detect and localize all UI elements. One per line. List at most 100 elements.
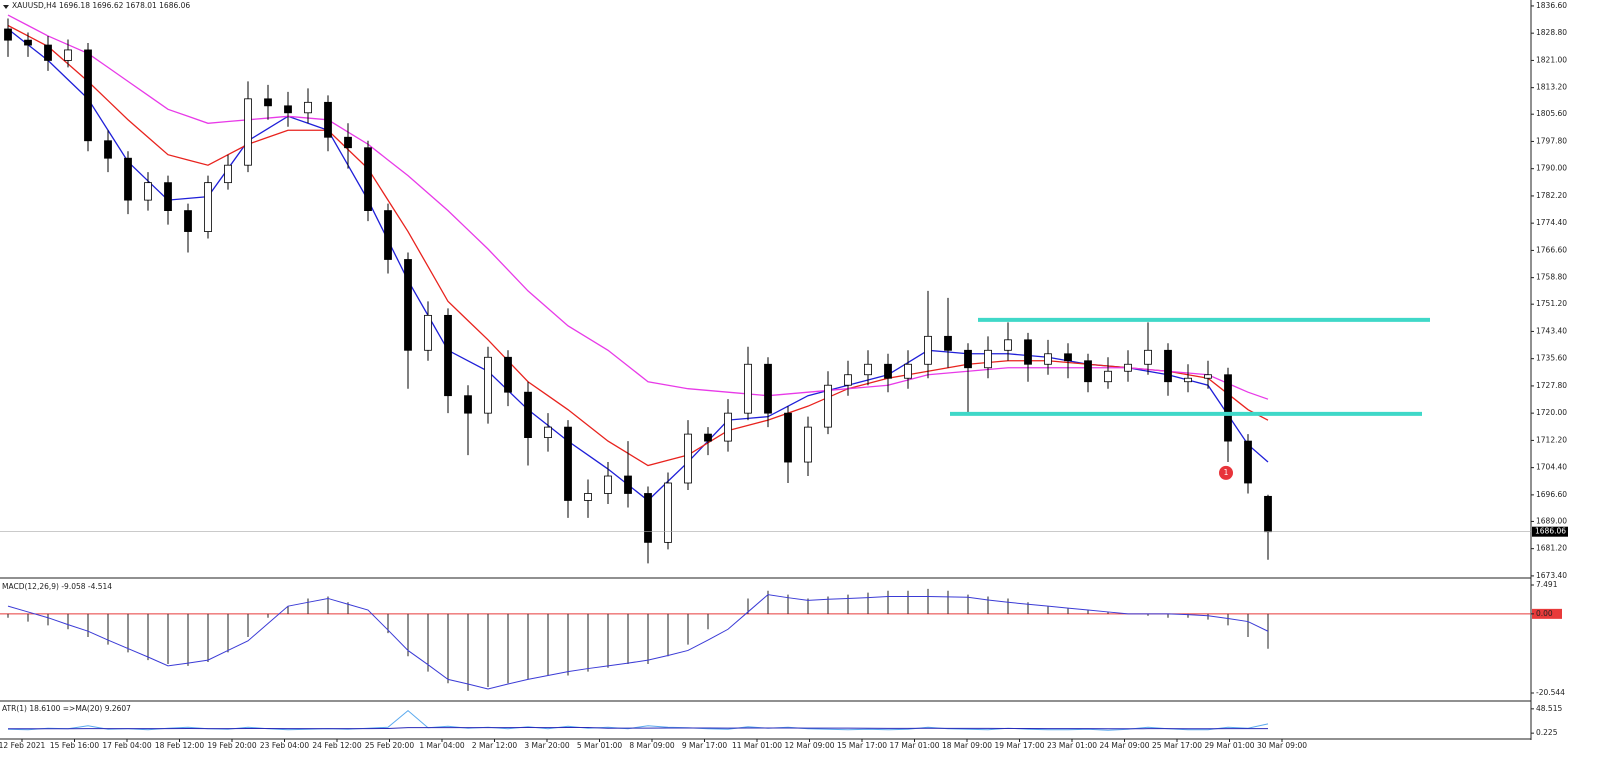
- candle-body: [644, 493, 652, 543]
- candle-body: [1124, 363, 1132, 372]
- moving-average: [7, 24, 1269, 467]
- candle-body: [584, 493, 592, 501]
- candle-body: [1044, 353, 1052, 365]
- candle-body: [604, 475, 612, 494]
- y-tick-label: 1766.60: [1536, 245, 1567, 254]
- y-tick-label: 1774.40: [1536, 218, 1567, 227]
- candle-body: [844, 374, 852, 386]
- y-tick-label: 1689.00: [1536, 516, 1567, 525]
- candle-body: [1264, 495, 1272, 533]
- candle-body: [944, 335, 952, 351]
- candle-body: [624, 475, 632, 494]
- candle-body: [804, 426, 812, 463]
- candle-body: [1204, 374, 1212, 379]
- y-tick-label: 7.491: [1536, 580, 1558, 589]
- y-tick-label: 1836.60: [1536, 1, 1567, 10]
- y-tick-label: 1681.20: [1536, 544, 1567, 553]
- candle-body: [704, 433, 712, 442]
- x-tick-label: 18 Mar 09:00: [942, 741, 992, 750]
- candle-body: [904, 363, 912, 379]
- x-tick-label: 19 Mar 17:00: [994, 741, 1044, 750]
- candle-body: [724, 412, 732, 442]
- y-tick-label: 1821.00: [1536, 55, 1567, 64]
- candle-body: [864, 363, 872, 376]
- candle-body: [1064, 353, 1072, 362]
- x-tick-label: 25 Mar 17:00: [1152, 741, 1202, 750]
- x-tick-label: 23 Mar 01:00: [1047, 741, 1097, 750]
- x-tick-label: 30 Mar 09:00: [1257, 741, 1307, 750]
- menu-arrow[interactable]: [3, 5, 9, 9]
- chart-title: XAUUSD,H4 1696.18 1696.62 1678.01 1686.0…: [12, 1, 190, 10]
- x-tick-label: 1 Mar 04:00: [419, 741, 465, 750]
- y-tick-label: 1790.00: [1536, 164, 1567, 173]
- candle-body: [884, 363, 892, 379]
- x-tick-label: 2 Mar 12:00: [472, 741, 518, 750]
- x-tick-label: 3 Mar 20:00: [524, 741, 570, 750]
- candle-body: [1244, 440, 1252, 484]
- candle-body: [504, 356, 512, 393]
- y-tick-label: 1751.20: [1536, 299, 1567, 308]
- candle-body: [324, 101, 332, 138]
- candle-body: [204, 182, 212, 232]
- candle-body: [744, 363, 752, 414]
- candle-body: [304, 101, 312, 114]
- candle-body: [344, 136, 352, 149]
- candle-body: [664, 482, 672, 543]
- candle-body: [1164, 349, 1172, 383]
- x-tick-label: 19 Feb 20:00: [207, 741, 256, 750]
- annotation-label: 1: [1224, 468, 1229, 477]
- candle-body: [24, 39, 32, 46]
- candle-body: [1024, 339, 1032, 365]
- y-tick-label: 1758.80: [1536, 273, 1567, 282]
- candle-body: [164, 182, 172, 211]
- candle-body: [444, 314, 452, 397]
- candle-body: [564, 426, 572, 501]
- candle-body: [784, 412, 792, 463]
- x-tick-label: 12 Mar 09:00: [784, 741, 834, 750]
- candle-body: [1104, 370, 1112, 383]
- candle-body: [384, 210, 392, 260]
- candle-body: [1084, 360, 1092, 383]
- x-tick-label: 5 Mar 01:00: [577, 741, 623, 750]
- y-tick-label: 48.515: [1536, 704, 1562, 713]
- y-tick-label: -20.544: [1536, 688, 1565, 697]
- candle-body: [284, 105, 292, 114]
- candle-body: [424, 314, 432, 351]
- candle-body: [184, 210, 192, 232]
- x-tick-label: 25 Feb 20:00: [365, 741, 414, 750]
- atr-ma-line: [8, 726, 1269, 730]
- candle-body: [964, 349, 972, 369]
- signal-line: [7, 594, 1269, 690]
- candle-body: [984, 349, 992, 369]
- candle-body: [64, 49, 72, 61]
- candle-body: [44, 44, 52, 61]
- x-tick-label: 15 Mar 17:00: [837, 741, 887, 750]
- x-tick-label: 8 Mar 09:00: [629, 741, 675, 750]
- x-tick-label: 17 Mar 01:00: [889, 741, 939, 750]
- y-tick-label: 1704.40: [1536, 463, 1567, 472]
- y-tick-label: 1735.60: [1536, 354, 1567, 363]
- candle-body: [544, 426, 552, 439]
- y-tick-label: 1712.20: [1536, 435, 1567, 444]
- x-tick-label: 12 Feb 2021: [0, 741, 46, 750]
- candle-body: [464, 395, 472, 414]
- macd-title: MACD(12,26,9) -9.058 -4.514: [2, 582, 112, 591]
- candle-body: [1004, 339, 1012, 351]
- x-tick-label: 24 Feb 12:00: [312, 741, 361, 750]
- y-tick-label: 1673.40: [1536, 571, 1567, 580]
- candle-body: [684, 433, 692, 484]
- candle-body: [404, 259, 412, 351]
- moving-average: [7, 14, 1269, 400]
- y-tick-label: 1805.60: [1536, 109, 1567, 118]
- y-tick-label: 0.225: [1536, 728, 1558, 737]
- candle-body: [1224, 374, 1232, 442]
- y-tick-label: 1727.80: [1536, 381, 1567, 390]
- x-tick-label: 11 Mar 01:00: [732, 741, 782, 750]
- candle-body: [124, 157, 132, 201]
- moving-average: [7, 28, 1269, 502]
- x-tick-label: 29 Mar 01:00: [1204, 741, 1254, 750]
- y-tick-label: 1743.40: [1536, 326, 1567, 335]
- candle-body: [824, 384, 832, 428]
